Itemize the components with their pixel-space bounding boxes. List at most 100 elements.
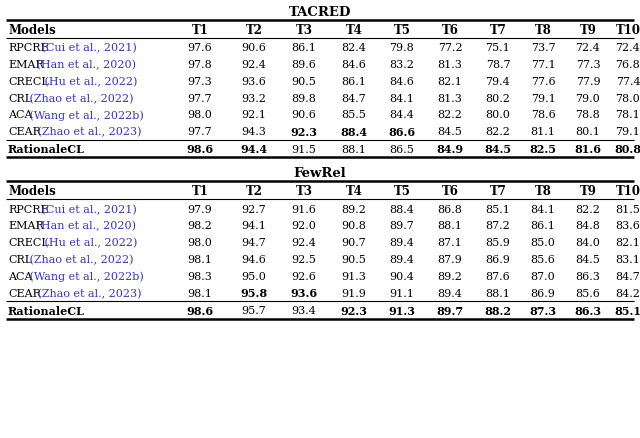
Text: 82.2: 82.2 xyxy=(575,204,600,214)
Text: 72.4: 72.4 xyxy=(575,43,600,53)
Text: 82.2: 82.2 xyxy=(438,110,463,120)
Text: 77.1: 77.1 xyxy=(531,60,556,70)
Text: 77.3: 77.3 xyxy=(576,60,600,70)
Text: 88.1: 88.1 xyxy=(486,288,511,298)
Text: 84.8: 84.8 xyxy=(575,221,600,231)
Text: 77.2: 77.2 xyxy=(438,43,462,53)
Text: 94.3: 94.3 xyxy=(241,127,266,137)
Text: 81.3: 81.3 xyxy=(438,60,463,70)
Text: 92.5: 92.5 xyxy=(292,254,316,265)
Text: Models: Models xyxy=(8,24,56,37)
Text: T9: T9 xyxy=(580,24,596,37)
Text: Models: Models xyxy=(8,185,56,198)
Text: 97.7: 97.7 xyxy=(188,127,212,137)
Text: 98.0: 98.0 xyxy=(188,110,212,120)
Text: T5: T5 xyxy=(394,24,410,37)
Text: 81.3: 81.3 xyxy=(438,93,463,103)
Text: 84.1: 84.1 xyxy=(531,204,556,214)
Text: 93.2: 93.2 xyxy=(241,93,266,103)
Text: CRL: CRL xyxy=(8,93,32,103)
Text: T4: T4 xyxy=(346,24,362,37)
Text: 98.6: 98.6 xyxy=(186,305,214,316)
Text: 82.2: 82.2 xyxy=(486,127,511,137)
Text: 86.5: 86.5 xyxy=(390,145,415,155)
Text: 85.0: 85.0 xyxy=(531,238,556,247)
Text: 92.4: 92.4 xyxy=(241,60,266,70)
Text: ACA: ACA xyxy=(8,110,33,120)
Text: 85.5: 85.5 xyxy=(342,110,367,120)
Text: 84.5: 84.5 xyxy=(484,144,511,155)
Text: 86.6: 86.6 xyxy=(388,127,415,138)
Text: 92.0: 92.0 xyxy=(292,221,316,231)
Text: 86.1: 86.1 xyxy=(531,221,556,231)
Text: 79.8: 79.8 xyxy=(390,43,414,53)
Text: 86.3: 86.3 xyxy=(575,305,602,316)
Text: 80.8: 80.8 xyxy=(614,144,640,155)
Text: T9: T9 xyxy=(580,185,596,198)
Text: 88.4: 88.4 xyxy=(340,127,367,138)
Text: 97.7: 97.7 xyxy=(188,93,212,103)
Text: 91.6: 91.6 xyxy=(292,204,316,214)
Text: 88.4: 88.4 xyxy=(390,204,415,214)
Text: 97.9: 97.9 xyxy=(188,204,212,214)
Text: (Han et al., 2020): (Han et al., 2020) xyxy=(33,60,136,70)
Text: RPCRE: RPCRE xyxy=(8,43,49,53)
Text: 92.1: 92.1 xyxy=(241,110,266,120)
Text: RationaleCL: RationaleCL xyxy=(8,144,85,155)
Text: 98.6: 98.6 xyxy=(186,144,214,155)
Text: (Wang et al., 2022b): (Wang et al., 2022b) xyxy=(26,271,144,282)
Text: T6: T6 xyxy=(442,185,458,198)
Text: TACRED: TACRED xyxy=(289,6,351,18)
Text: 80.0: 80.0 xyxy=(486,110,511,120)
Text: 72.4: 72.4 xyxy=(616,43,640,53)
Text: 78.0: 78.0 xyxy=(616,93,640,103)
Text: 79.1: 79.1 xyxy=(616,127,640,137)
Text: 89.2: 89.2 xyxy=(438,271,463,281)
Text: 89.8: 89.8 xyxy=(292,93,316,103)
Text: 87.0: 87.0 xyxy=(531,271,556,281)
Text: 84.9: 84.9 xyxy=(436,144,463,155)
Text: 86.1: 86.1 xyxy=(292,43,316,53)
Text: 90.6: 90.6 xyxy=(292,110,316,120)
Text: 94.7: 94.7 xyxy=(242,238,266,247)
Text: 92.6: 92.6 xyxy=(292,271,316,281)
Text: 86.9: 86.9 xyxy=(531,288,556,298)
Text: 89.6: 89.6 xyxy=(292,60,316,70)
Text: 84.6: 84.6 xyxy=(390,77,415,87)
Text: 95.7: 95.7 xyxy=(242,306,266,316)
Text: 88.2: 88.2 xyxy=(484,305,511,316)
Text: 90.8: 90.8 xyxy=(342,221,367,231)
Text: 93.6: 93.6 xyxy=(241,77,266,87)
Text: 81.1: 81.1 xyxy=(531,127,556,137)
Text: (Wang et al., 2022b): (Wang et al., 2022b) xyxy=(26,110,144,120)
Text: 90.6: 90.6 xyxy=(241,43,266,53)
Text: 89.4: 89.4 xyxy=(438,288,463,298)
Text: 81.6: 81.6 xyxy=(575,144,602,155)
Text: 92.3: 92.3 xyxy=(340,305,367,316)
Text: 89.7: 89.7 xyxy=(390,221,414,231)
Text: (Zhao et al., 2023): (Zhao et al., 2023) xyxy=(34,288,141,298)
Text: 92.3: 92.3 xyxy=(291,127,317,138)
Text: 84.5: 84.5 xyxy=(575,254,600,265)
Text: 85.9: 85.9 xyxy=(486,238,511,247)
Text: 89.7: 89.7 xyxy=(436,305,463,316)
Text: 89.4: 89.4 xyxy=(390,238,415,247)
Text: 80.1: 80.1 xyxy=(575,127,600,137)
Text: 91.1: 91.1 xyxy=(390,288,415,298)
Text: RPCRE: RPCRE xyxy=(8,204,49,214)
Text: 98.1: 98.1 xyxy=(188,254,212,265)
Text: T5: T5 xyxy=(394,185,410,198)
Text: T2: T2 xyxy=(246,185,262,198)
Text: 84.2: 84.2 xyxy=(616,288,640,298)
Text: 93.4: 93.4 xyxy=(292,306,316,316)
Text: 84.6: 84.6 xyxy=(342,60,367,70)
Text: 87.6: 87.6 xyxy=(486,271,510,281)
Text: T7: T7 xyxy=(490,24,506,37)
Text: 79.0: 79.0 xyxy=(575,93,600,103)
Text: 82.4: 82.4 xyxy=(342,43,367,53)
Text: 86.8: 86.8 xyxy=(438,204,463,214)
Text: FewRel: FewRel xyxy=(294,166,346,180)
Text: 85.1: 85.1 xyxy=(614,305,640,316)
Text: 77.6: 77.6 xyxy=(531,77,556,87)
Text: 83.1: 83.1 xyxy=(616,254,640,265)
